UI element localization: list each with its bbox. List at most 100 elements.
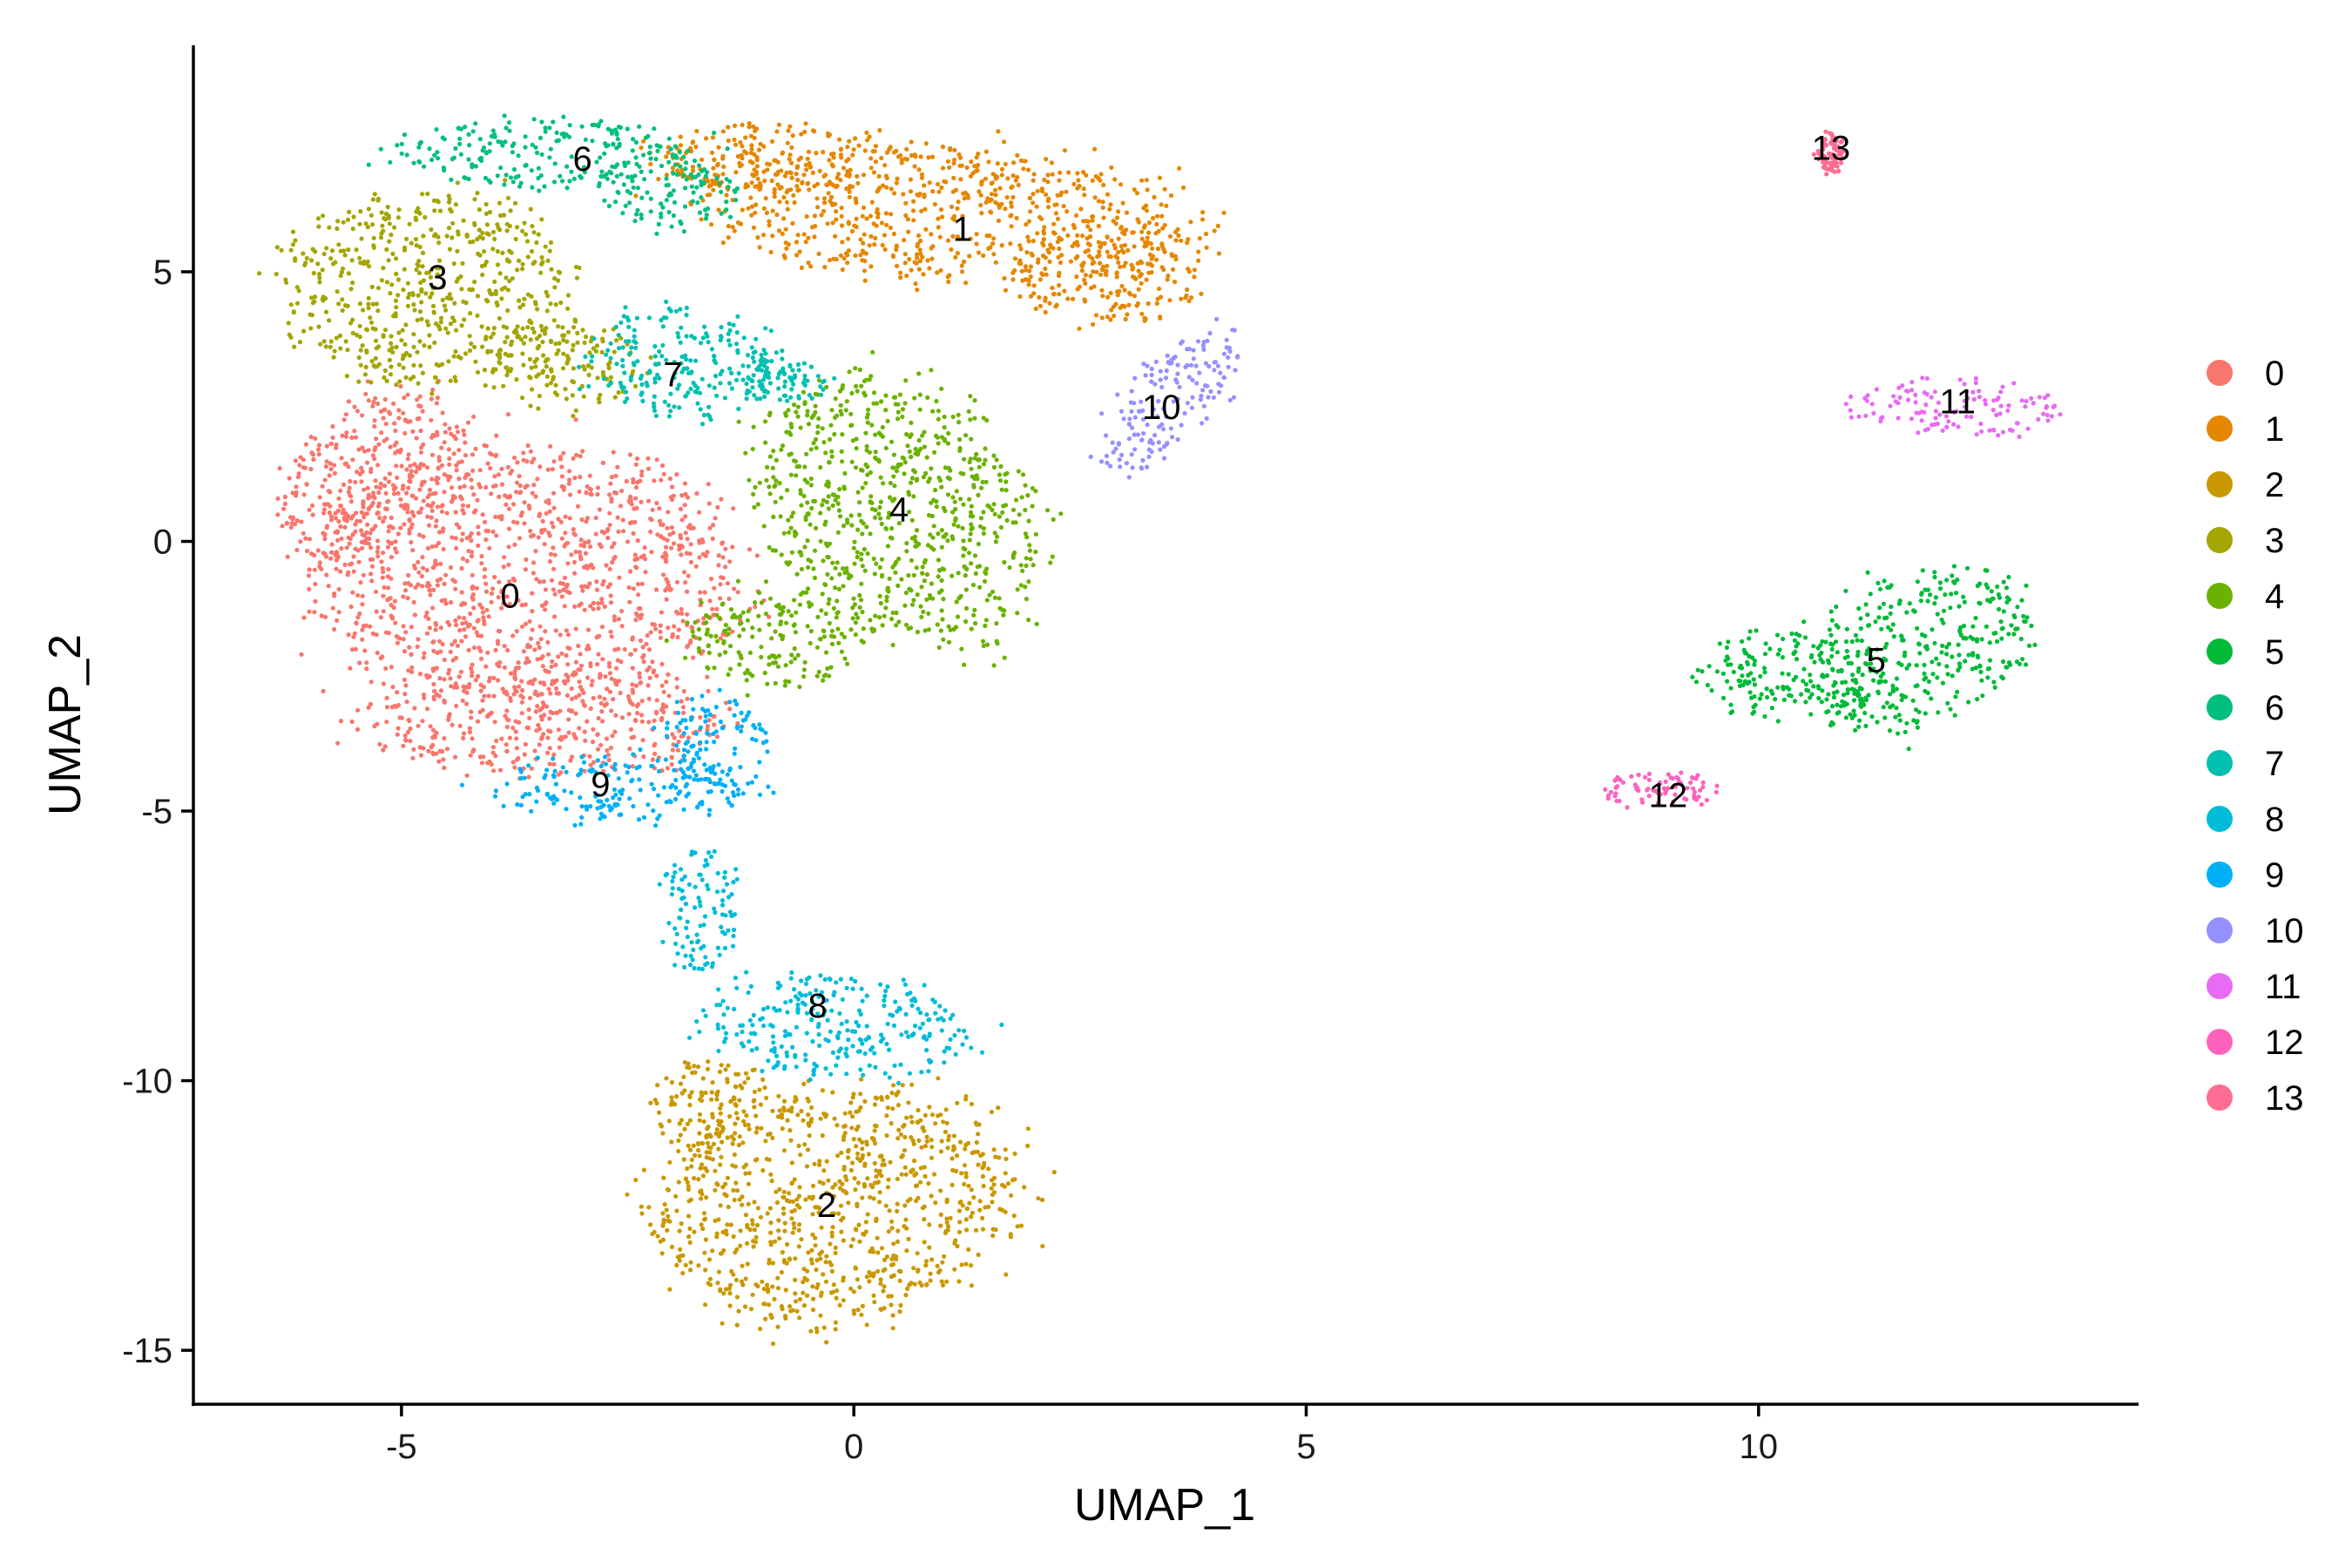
data-point — [890, 253, 896, 258]
data-point — [395, 531, 401, 537]
data-point — [775, 182, 781, 187]
data-point — [671, 531, 676, 536]
data-point — [341, 515, 347, 520]
data-point — [726, 235, 731, 240]
data-point — [370, 631, 375, 637]
data-point — [302, 465, 308, 470]
data-point — [937, 1267, 943, 1274]
data-point — [519, 679, 524, 684]
data-point — [409, 669, 415, 675]
data-point — [1026, 219, 1031, 224]
data-point — [762, 179, 767, 184]
data-point — [685, 1179, 690, 1185]
data-point — [535, 307, 540, 312]
data-point — [1051, 292, 1057, 297]
data-point — [1020, 278, 1025, 283]
data-point — [1036, 1196, 1041, 1201]
data-point — [585, 516, 591, 521]
data-point — [323, 554, 329, 559]
data-point — [955, 614, 961, 619]
data-point — [762, 1085, 767, 1091]
data-point — [960, 1203, 965, 1208]
data-point — [372, 418, 377, 423]
data-point — [700, 1173, 706, 1179]
data-point — [510, 276, 515, 281]
data-point — [754, 164, 760, 169]
data-point — [419, 300, 424, 305]
data-point — [556, 654, 561, 659]
data-point — [703, 1302, 708, 1308]
data-point — [1098, 244, 1103, 249]
data-point — [841, 256, 847, 261]
data-point — [454, 703, 459, 709]
data-point — [517, 334, 522, 340]
data-point — [732, 586, 737, 591]
data-point — [641, 659, 646, 665]
data-point — [987, 233, 992, 239]
data-point — [609, 497, 614, 502]
data-point — [902, 460, 908, 465]
data-point — [338, 488, 343, 493]
data-point — [1039, 188, 1045, 194]
data-point — [879, 521, 884, 527]
data-point — [789, 175, 794, 180]
data-point — [517, 684, 522, 689]
data-point — [755, 1283, 760, 1289]
data-point — [605, 686, 610, 692]
data-point — [376, 362, 382, 367]
data-point — [720, 1129, 725, 1134]
data-point — [442, 736, 447, 741]
data-point — [633, 618, 639, 623]
data-point — [411, 563, 417, 569]
data-point — [405, 392, 410, 397]
data-point — [874, 1174, 879, 1179]
data-point — [767, 1260, 772, 1266]
data-point — [507, 579, 512, 585]
data-point — [1146, 301, 1151, 307]
data-point — [653, 626, 659, 632]
data-point — [395, 726, 401, 731]
data-point — [588, 762, 593, 767]
data-point — [343, 339, 348, 344]
data-point — [973, 620, 978, 626]
data-point — [429, 504, 434, 509]
data-point — [1020, 472, 1026, 477]
data-point — [752, 167, 757, 172]
data-point — [740, 122, 745, 127]
data-point — [427, 333, 432, 338]
data-point — [946, 430, 951, 436]
data-point — [505, 287, 511, 293]
data-point — [688, 542, 693, 547]
data-point — [560, 366, 566, 371]
data-point — [969, 436, 974, 442]
data-point — [848, 1100, 854, 1105]
data-point — [1180, 185, 1186, 190]
data-point — [1120, 200, 1125, 206]
data-point — [412, 308, 417, 313]
data-point — [1101, 182, 1106, 187]
data-point — [342, 524, 348, 530]
data-point — [1155, 246, 1160, 252]
data-point — [497, 315, 503, 321]
data-point — [495, 262, 501, 267]
data-point — [748, 133, 754, 139]
data-point — [359, 236, 364, 241]
data-point — [503, 340, 508, 345]
data-point — [453, 754, 458, 760]
data-point — [379, 559, 384, 564]
data-point — [1014, 215, 1019, 220]
data-point — [929, 256, 935, 261]
data-point — [962, 1181, 967, 1186]
data-point — [1057, 270, 1062, 275]
data-point — [915, 287, 920, 293]
data-point — [520, 395, 525, 401]
data-point — [796, 1193, 802, 1199]
data-point — [1048, 560, 1053, 565]
data-point — [813, 1235, 818, 1240]
data-point — [1119, 283, 1125, 289]
data-point — [921, 272, 926, 277]
data-point — [360, 445, 365, 450]
data-point — [1045, 179, 1051, 185]
data-point — [288, 302, 294, 308]
data-point — [403, 236, 409, 241]
